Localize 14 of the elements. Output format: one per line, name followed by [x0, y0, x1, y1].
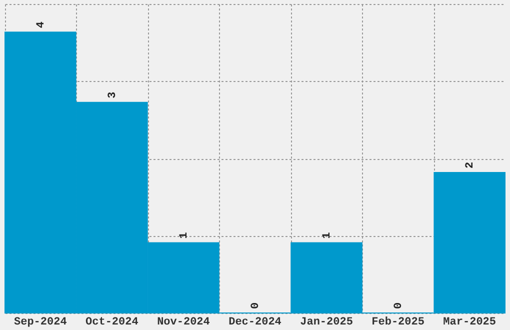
- data-label: 4: [35, 21, 48, 28]
- x-tick-label: Mar-2025: [443, 316, 496, 328]
- data-label: 1: [322, 232, 334, 239]
- x-tick-label: Feb-2025: [372, 316, 425, 328]
- data-label: 0: [393, 302, 406, 309]
- x-tick-label: Nov-2024: [157, 316, 210, 328]
- data-label: 1: [178, 232, 190, 239]
- x-tick-label: Oct-2024: [86, 316, 139, 328]
- x-tick-label: Sep-2024: [14, 316, 68, 328]
- x-tick-label: Dec-2024: [228, 316, 282, 328]
- x-tick-label: Jan-2025: [300, 316, 354, 328]
- data-label: 0: [250, 302, 262, 309]
- data-label: 2: [464, 162, 477, 169]
- data-label: 3: [106, 91, 119, 98]
